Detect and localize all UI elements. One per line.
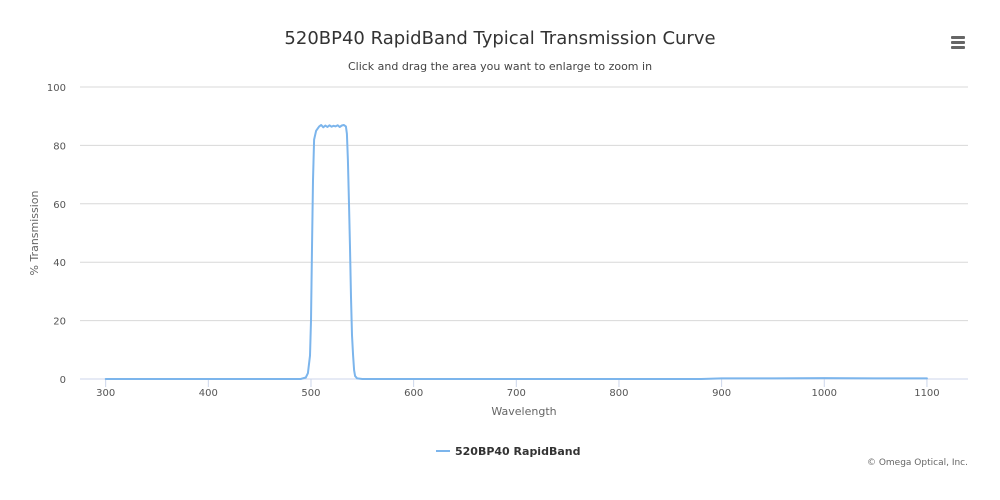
chart-title: 520BP40 RapidBand Typical Transmission C… <box>284 28 716 49</box>
y-tick-label-60: 60 <box>53 200 66 211</box>
legend-item-label: 520BP40 RapidBand <box>455 445 580 458</box>
chart-subtitle: Click and drag the area you want to enla… <box>347 60 653 73</box>
y-tick-label-20: 20 <box>53 317 66 328</box>
series-line-0[interactable] <box>104 124 928 380</box>
y-tick-label-80: 80 <box>53 141 66 152</box>
x-tick-label-700: 700 <box>507 388 526 399</box>
x-tick-label-800: 800 <box>609 388 628 399</box>
series-layer <box>104 124 928 380</box>
x-tick-label-1100: 1100 <box>914 388 939 399</box>
y-tick-label-100: 100 <box>47 83 66 94</box>
y-axis-ticks: 0 20 40 60 80 100 <box>47 83 66 386</box>
y-tick-label-40: 40 <box>53 258 66 269</box>
credits-link[interactable]: © Omega Optical, Inc. <box>866 458 968 468</box>
x-tick-label-600: 600 <box>404 388 423 399</box>
legend[interactable]: 520BP40 RapidBand <box>436 445 580 458</box>
x-tick-label-300: 300 <box>96 388 115 399</box>
hamburger-menu-icon[interactable] <box>946 30 970 54</box>
grid-lines <box>80 86 968 322</box>
x-tick-label-400: 400 <box>199 388 218 399</box>
x-axis-title: Wavelength <box>491 405 556 418</box>
y-axis-title: % Transmission <box>28 190 41 275</box>
x-tick-label-500: 500 <box>301 388 320 399</box>
x-tick-label-900: 900 <box>712 388 731 399</box>
y-tick-label-0: 0 <box>60 375 66 386</box>
x-tick-label-1000: 1000 <box>812 388 837 399</box>
x-axis-ticks: 300 400 500 600 700 800 900 1000 1100 <box>96 379 940 399</box>
